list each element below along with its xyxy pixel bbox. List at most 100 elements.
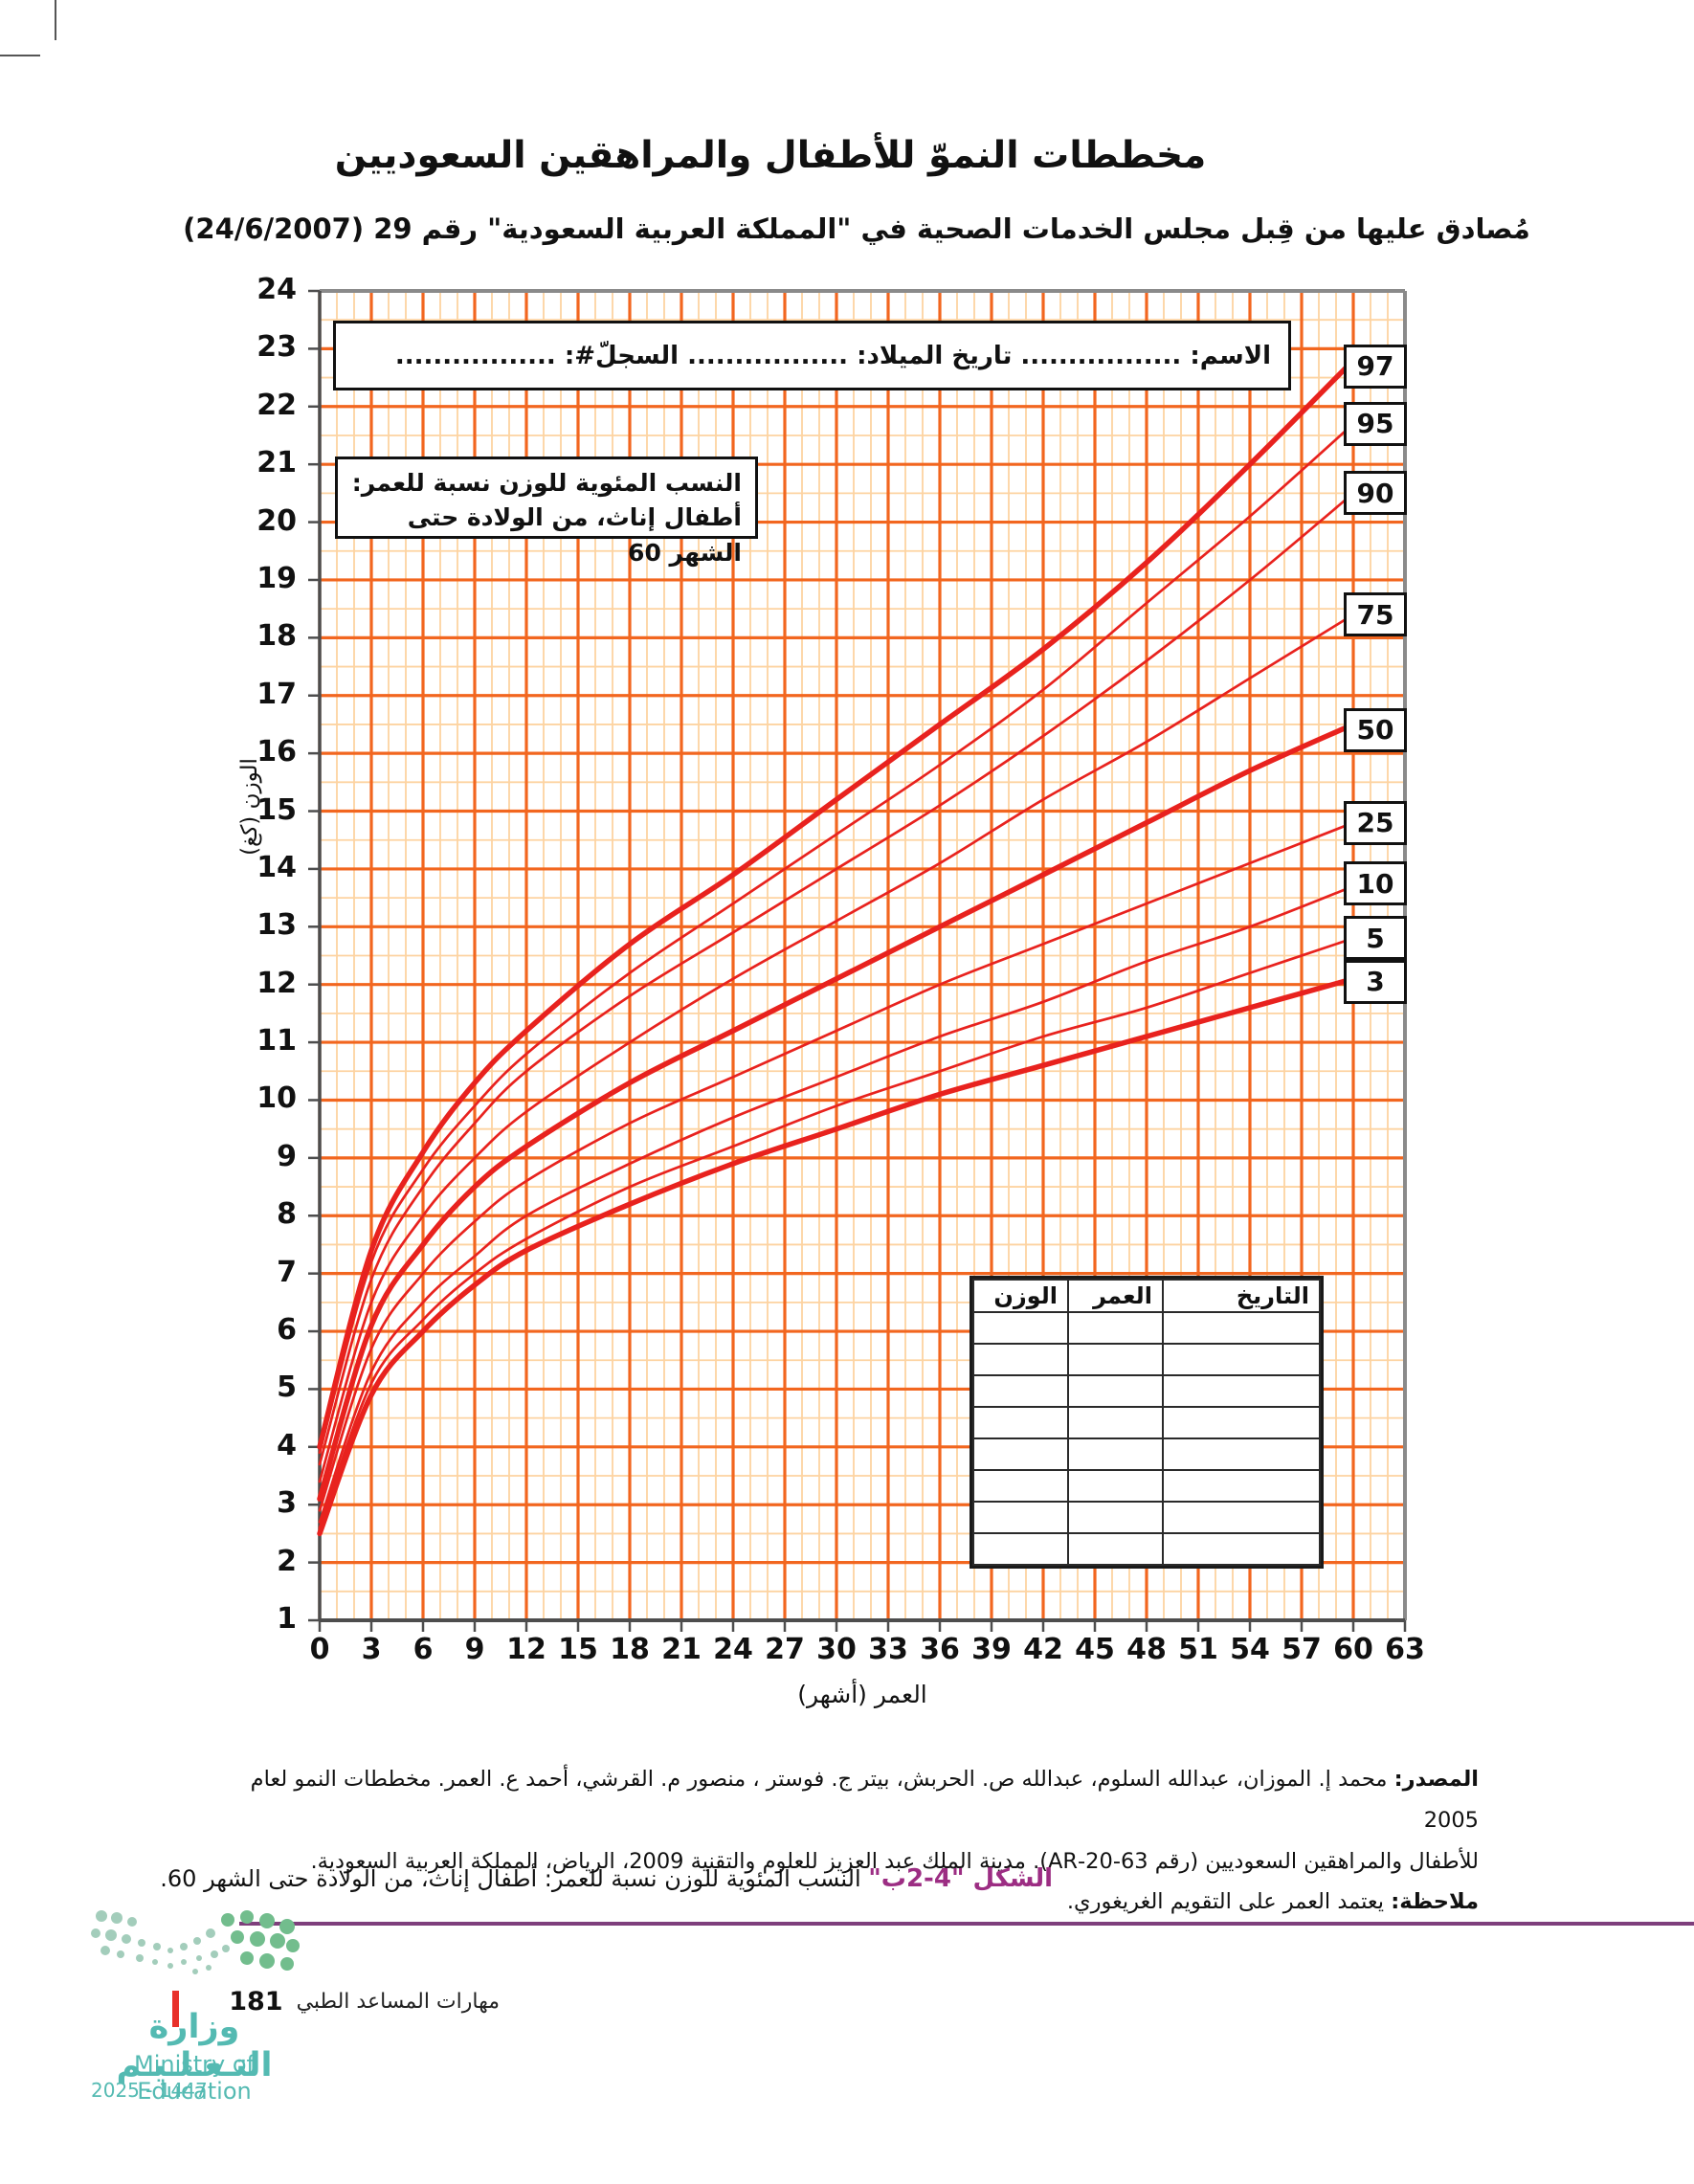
record-table-row — [972, 1311, 1321, 1345]
record-table-row — [972, 1469, 1321, 1503]
x-tick-3: 3 — [361, 1633, 382, 1666]
y-tick-2: 2 — [277, 1544, 297, 1578]
source-line-1: المصدر: محمد إ. الموزان، عبدالله السلوم،… — [250, 1767, 1479, 1833]
logo-dot — [280, 1957, 294, 1971]
logo-dot — [111, 1912, 123, 1924]
x-tick-27: 27 — [765, 1633, 805, 1666]
record-cell — [1066, 1501, 1164, 1534]
footer-page-number: 181 — [229, 1987, 283, 2017]
percentile-label-97: 97 — [1344, 344, 1407, 389]
logo-dot — [180, 1943, 188, 1950]
logo-dot — [240, 1910, 254, 1924]
record-cell — [972, 1343, 1069, 1376]
record-cell — [1161, 1311, 1321, 1345]
source-block: المصدر: محمد إ. الموزان، عبدالله السلوم،… — [206, 1759, 1479, 1923]
x-tick-51: 51 — [1178, 1633, 1218, 1666]
record-cell — [972, 1406, 1069, 1439]
record-table: التاريخ العمر الوزن — [970, 1276, 1324, 1569]
figure-caption: الشكل "4-2ب" النسب المئوية للوزن نسبة لل… — [160, 1864, 1053, 1893]
percentile-curve-3 — [317, 975, 1356, 1537]
logo-dot — [127, 1917, 137, 1927]
y-tick-24: 24 — [256, 273, 297, 306]
record-table-row — [972, 1406, 1321, 1439]
y-tick-20: 20 — [256, 503, 297, 538]
record-cell — [1161, 1501, 1321, 1534]
y-tick-11: 11 — [256, 1024, 297, 1059]
record-cell — [1066, 1469, 1164, 1503]
y-tick-23: 23 — [256, 330, 297, 365]
x-tick-24: 24 — [713, 1633, 753, 1666]
record-cell — [1066, 1532, 1164, 1566]
logo-dot — [270, 1933, 285, 1949]
logo-dot — [231, 1930, 244, 1944]
record-table-row — [972, 1343, 1321, 1376]
note-line: ملاحظة: يعتمد العمر على التقويم الغريغور… — [1066, 1889, 1479, 1915]
y-tick-7: 7 — [277, 1255, 297, 1289]
x-tick-60: 60 — [1333, 1633, 1373, 1666]
logo-dot — [152, 1959, 158, 1965]
record-cell — [1066, 1374, 1164, 1408]
logo-dot — [138, 1939, 145, 1947]
percentile-label-95: 95 — [1344, 401, 1407, 446]
crop-mark-vertical — [55, 0, 56, 40]
source-line-2: للأطفال والمراهقين السعوديين (رقم 63-20-… — [310, 1848, 1479, 1874]
x-tick-9: 9 — [464, 1633, 485, 1666]
record-cell — [1161, 1406, 1321, 1439]
record-table-row — [972, 1532, 1321, 1566]
chart-description-box: النسب المئوية للوزن نسبة للعمر: أطفال إن… — [335, 457, 758, 567]
logo-dot — [167, 1963, 173, 1969]
record-cell — [972, 1374, 1069, 1408]
percentile-label-90: 90 — [1344, 471, 1407, 516]
percentile-label-5: 5 — [1344, 916, 1407, 961]
chart-description-line1: النسب المئوية للوزن نسبة للعمر: — [351, 469, 742, 497]
record-cell — [1066, 1437, 1164, 1471]
y-tick-16: 16 — [256, 735, 297, 769]
record-cell — [1161, 1374, 1321, 1408]
figure-caption-label: الشكل "4-2ب" — [868, 1864, 1053, 1893]
logo-dot — [167, 1948, 173, 1953]
y-tick-5: 5 — [277, 1371, 297, 1405]
record-cell — [972, 1311, 1069, 1345]
note-label: ملاحظة: — [1391, 1889, 1479, 1915]
logo-dot — [96, 1910, 107, 1922]
logo-dot — [193, 1937, 201, 1945]
logo-dot — [196, 1955, 202, 1961]
percentile-label-10: 10 — [1344, 861, 1407, 905]
ministry-wordmark-arabic: وزارة التـعـلـيـم — [116, 2008, 273, 2084]
percentile-curve-50 — [317, 722, 1356, 1502]
y-tick-10: 10 — [256, 1081, 297, 1116]
percentile-curve-75 — [318, 613, 1355, 1483]
logo-dot — [221, 1913, 234, 1927]
ministry-logo — [91, 1910, 300, 1974]
x-tick-42: 42 — [1023, 1633, 1063, 1666]
chart-description-line2: أطفال إناث، من الولادة حتى الشهر 60 — [407, 503, 742, 567]
x-tick-57: 57 — [1282, 1633, 1322, 1666]
logo-dot — [222, 1945, 230, 1952]
y-tick-18: 18 — [256, 619, 297, 654]
x-tick-30: 30 — [816, 1633, 857, 1666]
record-cell — [1066, 1343, 1164, 1376]
percentile-label-25: 25 — [1344, 800, 1407, 845]
x-tick-63: 63 — [1385, 1633, 1425, 1666]
logo-dot — [192, 1969, 198, 1974]
footer-divider-line — [239, 1922, 1694, 1926]
logo-dot — [117, 1950, 124, 1958]
source-label: المصدر: — [1393, 1767, 1479, 1792]
y-tick-4: 4 — [277, 1428, 297, 1462]
record-table-row — [972, 1437, 1321, 1471]
logo-dot — [211, 1950, 218, 1958]
logo-dot — [181, 1959, 187, 1965]
percentile-curve-90 — [318, 492, 1355, 1466]
y-tick-22: 22 — [256, 388, 297, 422]
y-tick-3: 3 — [277, 1486, 297, 1521]
logo-dot — [122, 1934, 131, 1944]
y-tick-9: 9 — [277, 1139, 297, 1173]
y-tick-8: 8 — [277, 1197, 297, 1232]
x-tick-39: 39 — [971, 1633, 1012, 1666]
percentile-label-75: 75 — [1344, 592, 1407, 637]
record-cell — [1161, 1437, 1321, 1471]
crop-mark-horizontal — [0, 55, 40, 56]
x-tick-54: 54 — [1230, 1633, 1270, 1666]
footer-red-marker — [172, 1991, 179, 2027]
x-tick-6: 6 — [412, 1633, 434, 1666]
